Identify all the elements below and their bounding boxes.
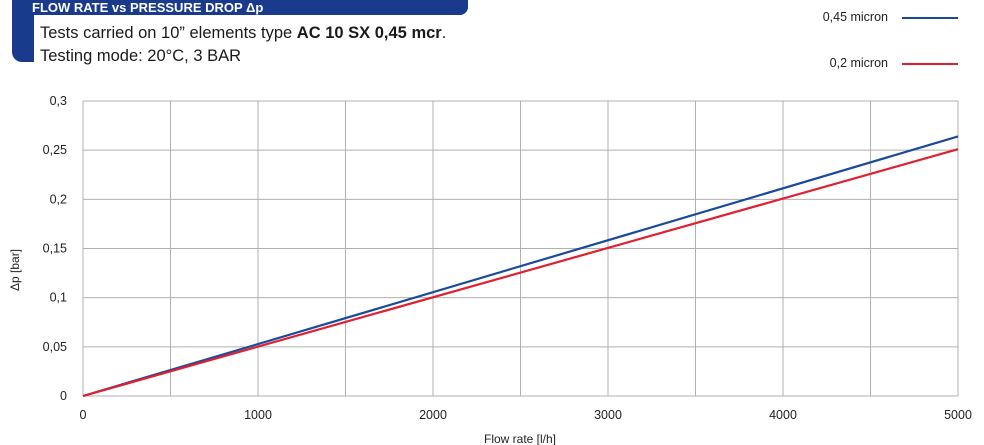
tick-labels: 0 0,05 0,1 0,15 0,2 0,25 0,3 0 1000 2000 3000 4000 5… (43, 94, 972, 422)
x-tick-label: 0 (80, 408, 87, 422)
y-tick-label: 0 (60, 389, 67, 403)
series-line (82, 135, 959, 398)
legend-label-045: 0,45 micron (822, 10, 888, 24)
y-tick-label: 0,25 (43, 143, 67, 157)
y-axis-label: Δp [bar] (8, 249, 22, 291)
x-tick-label: 2000 (419, 408, 447, 422)
x-tick-label: 4000 (769, 408, 797, 422)
legend-line-02 (902, 63, 958, 65)
y-tick-label: 0,2 (50, 192, 67, 206)
y-tick-label: 0,1 (50, 291, 67, 305)
test-description-prefix: Tests carried on 10” elements type (40, 24, 297, 42)
test-description-suffix: . (441, 24, 447, 42)
series-line (82, 148, 959, 398)
x-tick-label: 5000 (944, 408, 972, 422)
series (82, 135, 959, 398)
test-description: Tests carried on 10” elements type AC 10… (40, 24, 446, 43)
x-tick-label: 3000 (594, 408, 622, 422)
x-tick-label: 1000 (244, 408, 272, 422)
chart-section-title: FLOW RATE vs PRESSURE DROP Δp (32, 0, 264, 15)
y-tick-label: 0,3 (50, 94, 67, 108)
y-tick-label: 0,15 (43, 242, 67, 256)
element-type: AC 10 SX 0,45 mcr (296, 24, 442, 42)
legend-label-02: 0,2 micron (829, 56, 888, 70)
header-banner: FLOW RATE vs PRESSURE DROP Δp (12, 0, 468, 15)
grid (82, 100, 959, 397)
testing-mode: Testing mode: 20°C, 3 BAR (40, 47, 242, 65)
legend-line-045 (902, 17, 958, 19)
x-axis-label: Flow rate [l/h] (484, 432, 556, 445)
header-tab-decoration (12, 10, 34, 62)
y-tick-label: 0,05 (43, 340, 67, 354)
